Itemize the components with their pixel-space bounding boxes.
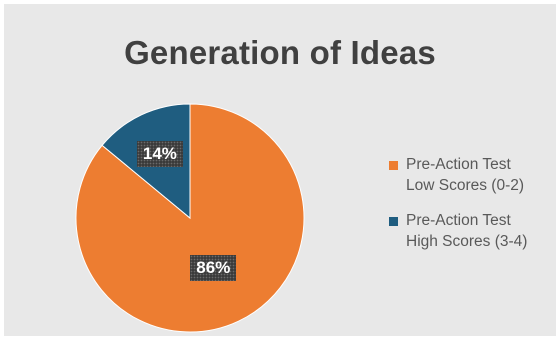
data-label-low-scores: 86%: [190, 254, 237, 281]
legend: Pre-Action Test Low Scores (0-2) Pre-Act…: [389, 154, 554, 266]
legend-item-high-scores: Pre-Action Test High Scores (3-4): [389, 210, 554, 252]
legend-label-high-scores: Pre-Action Test High Scores (3-4): [406, 212, 528, 250]
chart-title: Generation of Ideas: [124, 34, 436, 71]
data-label-high-scores: 14%: [136, 141, 183, 167]
legend-item-low-scores: Pre-Action Test Low Scores (0-2): [389, 154, 554, 196]
legend-swatch-high-scores: [389, 217, 398, 226]
legend-label-low-scores: Pre-Action Test Low Scores (0-2): [406, 156, 525, 194]
legend-swatch-low-scores: [389, 161, 398, 170]
chart-area: Generation of Ideas 86% 14% Pre-Action T…: [4, 4, 556, 336]
